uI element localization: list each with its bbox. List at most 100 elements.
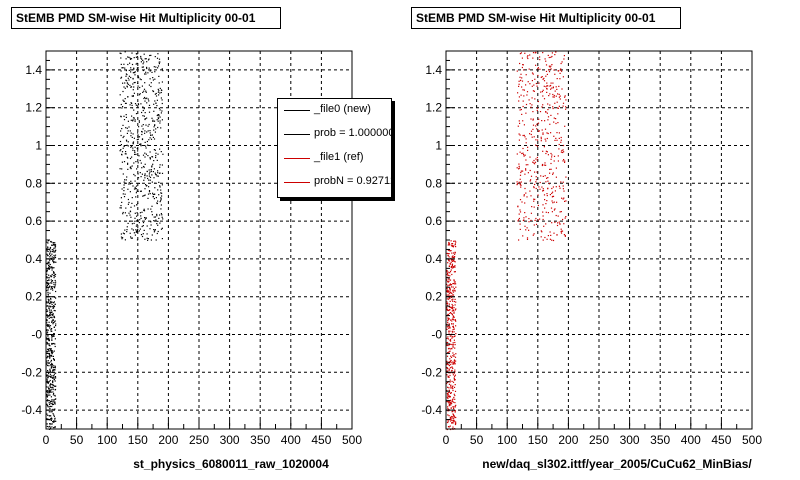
data-point — [139, 93, 141, 95]
data-point — [137, 202, 139, 205]
data-point — [557, 93, 559, 95]
data-point — [139, 219, 141, 221]
data-point — [533, 84, 535, 86]
data-point — [159, 214, 161, 216]
data-point — [53, 414, 55, 416]
data-point — [538, 118, 540, 120]
data-point — [128, 126, 130, 128]
data-point — [52, 380, 54, 383]
data-point — [47, 406, 49, 408]
data-point — [520, 171, 522, 174]
data-point — [446, 401, 448, 403]
data-point — [454, 374, 456, 376]
data-point — [52, 242, 54, 244]
data-point — [137, 162, 139, 164]
data-point — [452, 345, 454, 347]
data-point — [52, 271, 55, 273]
data-point — [50, 254, 52, 257]
data-point — [560, 62, 562, 65]
data-point — [52, 370, 54, 372]
data-point — [47, 325, 49, 327]
data-point — [451, 318, 453, 320]
data-point — [126, 140, 128, 142]
data-point — [152, 171, 154, 173]
data-point — [451, 307, 454, 310]
data-point — [48, 350, 50, 352]
data-point — [50, 314, 52, 316]
data-point — [455, 325, 457, 327]
data-point — [545, 86, 547, 88]
data-point — [452, 329, 454, 331]
data-point — [446, 421, 449, 424]
data-point — [51, 405, 53, 408]
data-point — [144, 82, 146, 84]
data-point — [53, 420, 55, 422]
data-point — [135, 53, 137, 55]
data-point — [547, 85, 549, 87]
data-point — [451, 292, 453, 294]
data-point — [47, 339, 50, 341]
data-point — [143, 210, 146, 212]
data-point — [549, 172, 551, 174]
data-point — [525, 192, 527, 194]
data-point — [54, 320, 56, 322]
data-point — [48, 265, 50, 267]
data-point — [134, 81, 136, 84]
data-point — [54, 389, 56, 391]
data-point — [156, 215, 158, 217]
data-point — [550, 158, 552, 160]
data-point — [451, 411, 453, 413]
plot-0: 0 50 100 150 200 250 300 350 400 450 500-0.4-0.2-0… — [21, 50, 362, 447]
data-point — [453, 415, 455, 417]
data-point — [448, 325, 450, 327]
data-point — [120, 149, 122, 151]
data-point — [134, 72, 136, 74]
data-point — [54, 275, 56, 277]
data-point — [156, 159, 158, 161]
data-point — [453, 354, 455, 356]
data-point — [525, 229, 527, 231]
data-point — [540, 91, 542, 93]
data-point — [125, 73, 127, 75]
data-point — [453, 311, 455, 313]
data-point — [145, 147, 147, 149]
data-point — [53, 333, 55, 335]
data-point — [534, 219, 536, 221]
data-point — [145, 90, 147, 92]
data-point — [565, 216, 567, 218]
data-point — [49, 256, 51, 258]
data-point — [155, 92, 157, 95]
y-tick-label: 0.4 — [25, 252, 42, 266]
data-point — [551, 239, 553, 241]
data-point — [129, 130, 131, 132]
data-point — [542, 239, 544, 241]
data-point — [449, 379, 451, 381]
data-point — [134, 146, 136, 148]
data-point — [50, 391, 52, 393]
data-point — [148, 186, 150, 188]
data-point — [161, 184, 163, 186]
data-point — [452, 406, 454, 408]
data-point — [549, 168, 551, 170]
data-point — [144, 118, 146, 120]
data-point — [130, 58, 133, 60]
data-point — [126, 82, 128, 84]
data-point — [563, 223, 565, 225]
data-point — [453, 386, 456, 388]
data-point — [450, 384, 452, 386]
data-point — [453, 307, 455, 309]
data-point — [447, 408, 449, 410]
y-tick-label: 1.4 — [25, 63, 42, 77]
y-tick-label: -0.4 — [21, 403, 42, 417]
data-point — [125, 139, 128, 141]
data-point — [53, 267, 55, 269]
data-point — [451, 366, 453, 368]
data-point — [54, 329, 56, 331]
data-point — [525, 74, 527, 76]
data-point — [48, 262, 50, 264]
data-point — [149, 151, 151, 153]
data-point — [150, 224, 152, 226]
data-point — [53, 399, 55, 401]
data-point — [454, 347, 456, 349]
data-point — [448, 403, 450, 406]
